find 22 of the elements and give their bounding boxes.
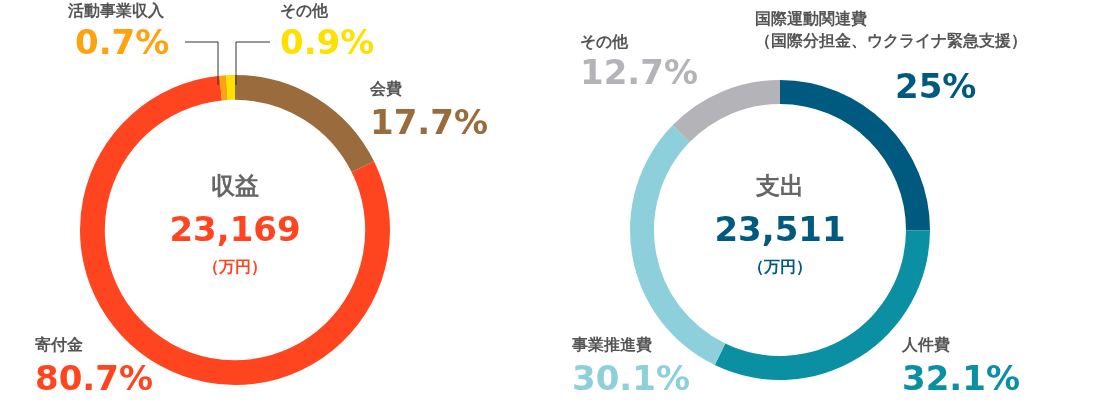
- data-label: 80.7%: [35, 357, 153, 398]
- slice-label: その他: [580, 32, 629, 52]
- text: 支出: [755, 172, 804, 201]
- text: 23,169: [169, 208, 301, 249]
- slice-label: その他: [280, 1, 329, 21]
- data-label: 32.1%: [902, 357, 1020, 398]
- slice-label: 事業推進費: [571, 335, 652, 355]
- text: （万円）: [748, 257, 812, 277]
- slice-label: 寄付金: [35, 335, 83, 355]
- data-label: 0.9%: [280, 21, 375, 62]
- data-label: 17.7%: [370, 101, 488, 142]
- text: （万円）: [203, 257, 267, 277]
- slice-label: 活動事業収入: [67, 1, 165, 21]
- text: 23,511: [714, 208, 846, 249]
- data-label: 25%: [895, 65, 977, 106]
- slice-label: 会費: [369, 79, 402, 99]
- text: 収益: [211, 172, 259, 201]
- slice-label: 国際運動関連費（国際分担金、ウクライナ緊急支援）: [755, 9, 1027, 51]
- data-label: 0.7%: [75, 21, 170, 62]
- slice-label: 人件費: [901, 335, 950, 355]
- data-label: 30.1%: [572, 357, 690, 398]
- data-label: 12.7%: [580, 51, 698, 92]
